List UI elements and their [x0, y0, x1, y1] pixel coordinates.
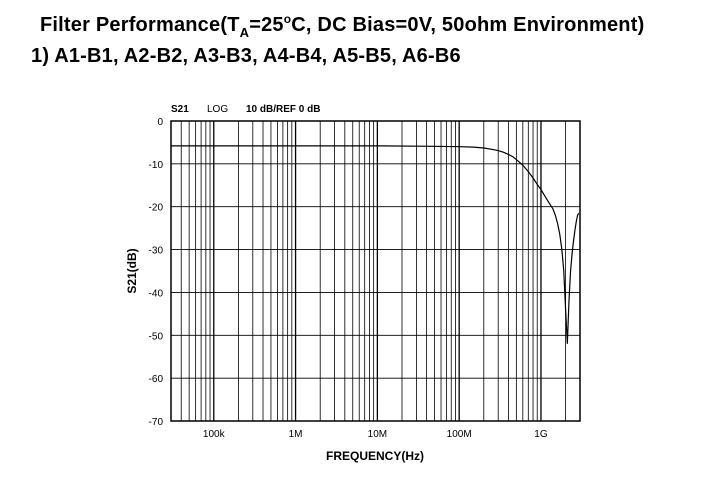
y-tick-label: -10	[149, 160, 164, 171]
y-tick-label: 0	[157, 117, 163, 128]
plot-frame	[170, 120, 581, 422]
title-subscript: A	[239, 25, 250, 40]
chart-header-param: S21	[171, 104, 189, 115]
x-tick-label: 100M	[447, 429, 472, 440]
x-axis-ticks: 100k 1M 10M 100M 1G	[203, 429, 548, 440]
title-text-pre: Filter Performance(T	[40, 14, 240, 36]
y-tick-label: -70	[149, 417, 164, 428]
y-axis-label: S21(dB)	[125, 248, 139, 293]
chart-header-ref: 10 dB/REF 0 dB	[246, 104, 320, 115]
page-title: Filter Performance(TA=25oC, DC Bias=0V, …	[40, 12, 645, 40]
y-axis-ticks: 0 -10 -20 -30 -40 -50 -60 -70	[149, 117, 164, 428]
x-axis-label: FREQUENCY(Hz)	[326, 449, 424, 463]
x-tick-label: 10M	[368, 429, 387, 440]
x-tick-label: 100k	[203, 429, 226, 440]
chart-header-scale: LOG	[207, 104, 228, 115]
chart-grid	[171, 120, 580, 422]
y-tick-label: -60	[149, 374, 164, 385]
s21-response-line	[171, 145, 580, 344]
x-tick-label: 1M	[289, 429, 303, 440]
y-tick-label: -20	[149, 203, 164, 214]
x-tick-label: 1G	[534, 429, 548, 440]
title-superscript: o	[283, 12, 292, 26]
port-list-title: 1) A1-B1, A2-B2, A3-B3, A4-B4, A5-B5, A6…	[31, 45, 461, 67]
title-text-mid: =25	[249, 14, 284, 36]
y-tick-label: -30	[149, 246, 164, 257]
y-tick-label: -50	[149, 331, 164, 342]
y-tick-label: -40	[149, 288, 164, 299]
title-text-post: C, DC Bias=0V, 50ohm Environment)	[291, 14, 645, 36]
